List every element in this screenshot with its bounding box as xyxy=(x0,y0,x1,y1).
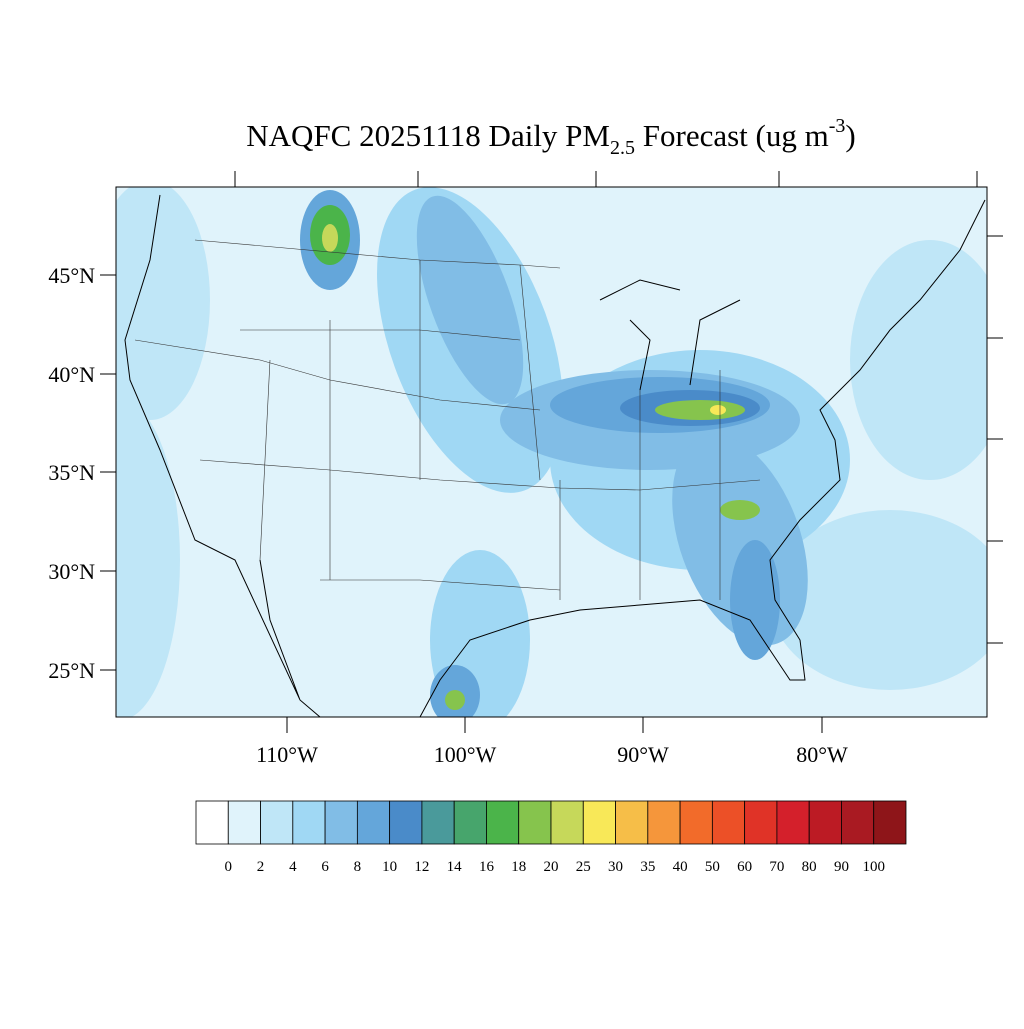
colorbar-box xyxy=(227,800,261,845)
colorbar-label: 12 xyxy=(414,859,429,875)
colorbar-label: 80 xyxy=(802,859,817,875)
colorbar-box xyxy=(421,800,455,845)
lat-label: 30°N xyxy=(48,559,95,584)
colorbar-box xyxy=(841,800,875,845)
coastlines xyxy=(124,194,986,717)
colorbar-label: 30 xyxy=(608,859,623,875)
lon-label: 90°W xyxy=(617,742,669,767)
colorbar-label: 4 xyxy=(289,859,297,875)
colorbar-label: 6 xyxy=(321,859,329,875)
colorbar-label: 70 xyxy=(769,859,784,875)
colorbar-box xyxy=(711,800,746,845)
lat-label: 35°N xyxy=(48,460,95,485)
colorbar-box xyxy=(808,800,842,845)
colorbar-box xyxy=(550,800,584,845)
concentration-field xyxy=(116,187,987,717)
colorbar-label: 16 xyxy=(479,859,495,875)
lon-label: 110°W xyxy=(256,742,318,767)
title-middle: Forecast (ug m xyxy=(635,118,829,153)
colorbar-label: 20 xyxy=(544,859,559,875)
colorbar-box xyxy=(582,800,616,845)
colorbar-label: 10 xyxy=(382,859,397,875)
colorbar-box xyxy=(195,800,229,845)
colorbar-label: 0 xyxy=(225,859,233,875)
title-sup: -3 xyxy=(829,115,846,137)
colorbar-box xyxy=(615,800,649,845)
lon-label: 100°W xyxy=(434,742,497,767)
colorbar-label: 2 xyxy=(257,859,265,875)
title: NAQFC 20251118 Daily PM2.5 Forecast (ug … xyxy=(246,115,855,159)
colorbar-box xyxy=(518,800,552,845)
colorbar-box xyxy=(679,800,713,845)
colorbar-box xyxy=(389,800,423,845)
lon-label: 80°W xyxy=(796,742,848,767)
colorbar-box xyxy=(453,800,487,845)
title-end: ) xyxy=(845,118,855,153)
colorbar-box xyxy=(776,800,810,845)
colorbar-box xyxy=(324,800,358,845)
colorbar-label: 50 xyxy=(705,859,720,875)
lat-label: 25°N xyxy=(48,658,95,683)
lat-label: 45°N xyxy=(48,263,95,288)
colorbar-label: 90 xyxy=(834,859,849,875)
colorbar-label: 25 xyxy=(576,859,591,875)
colorbar-box xyxy=(260,800,294,845)
colorbar-label: 35 xyxy=(640,859,655,875)
colorbar-box xyxy=(647,800,681,845)
colorbar-label: 8 xyxy=(354,859,362,875)
colorbar-box xyxy=(486,800,520,845)
colorbar-box xyxy=(744,800,778,845)
colorbar-label: 14 xyxy=(447,859,463,875)
map-field xyxy=(116,187,987,717)
colorbar-label: 60 xyxy=(737,859,752,875)
colorbar-box xyxy=(873,800,907,845)
state-borders xyxy=(134,239,761,600)
map-frame xyxy=(115,186,988,718)
frame-ticks xyxy=(100,171,1003,733)
title-sub: 2.5 xyxy=(610,137,635,159)
colorbar-label: 18 xyxy=(511,859,526,875)
colorbar: 0 2 4 6 8 10 12 14 16 18 20 25 30 35 40 50 60 70 80 90 100 xyxy=(195,800,907,875)
colorbar-label: 100 xyxy=(862,859,885,875)
lat-label: 40°N xyxy=(48,362,95,387)
colorbar-label: 40 xyxy=(673,859,688,875)
colorbar-box xyxy=(292,800,326,845)
title-main: NAQFC 20251118 Daily PM xyxy=(246,118,610,153)
colorbar-box xyxy=(356,800,391,845)
